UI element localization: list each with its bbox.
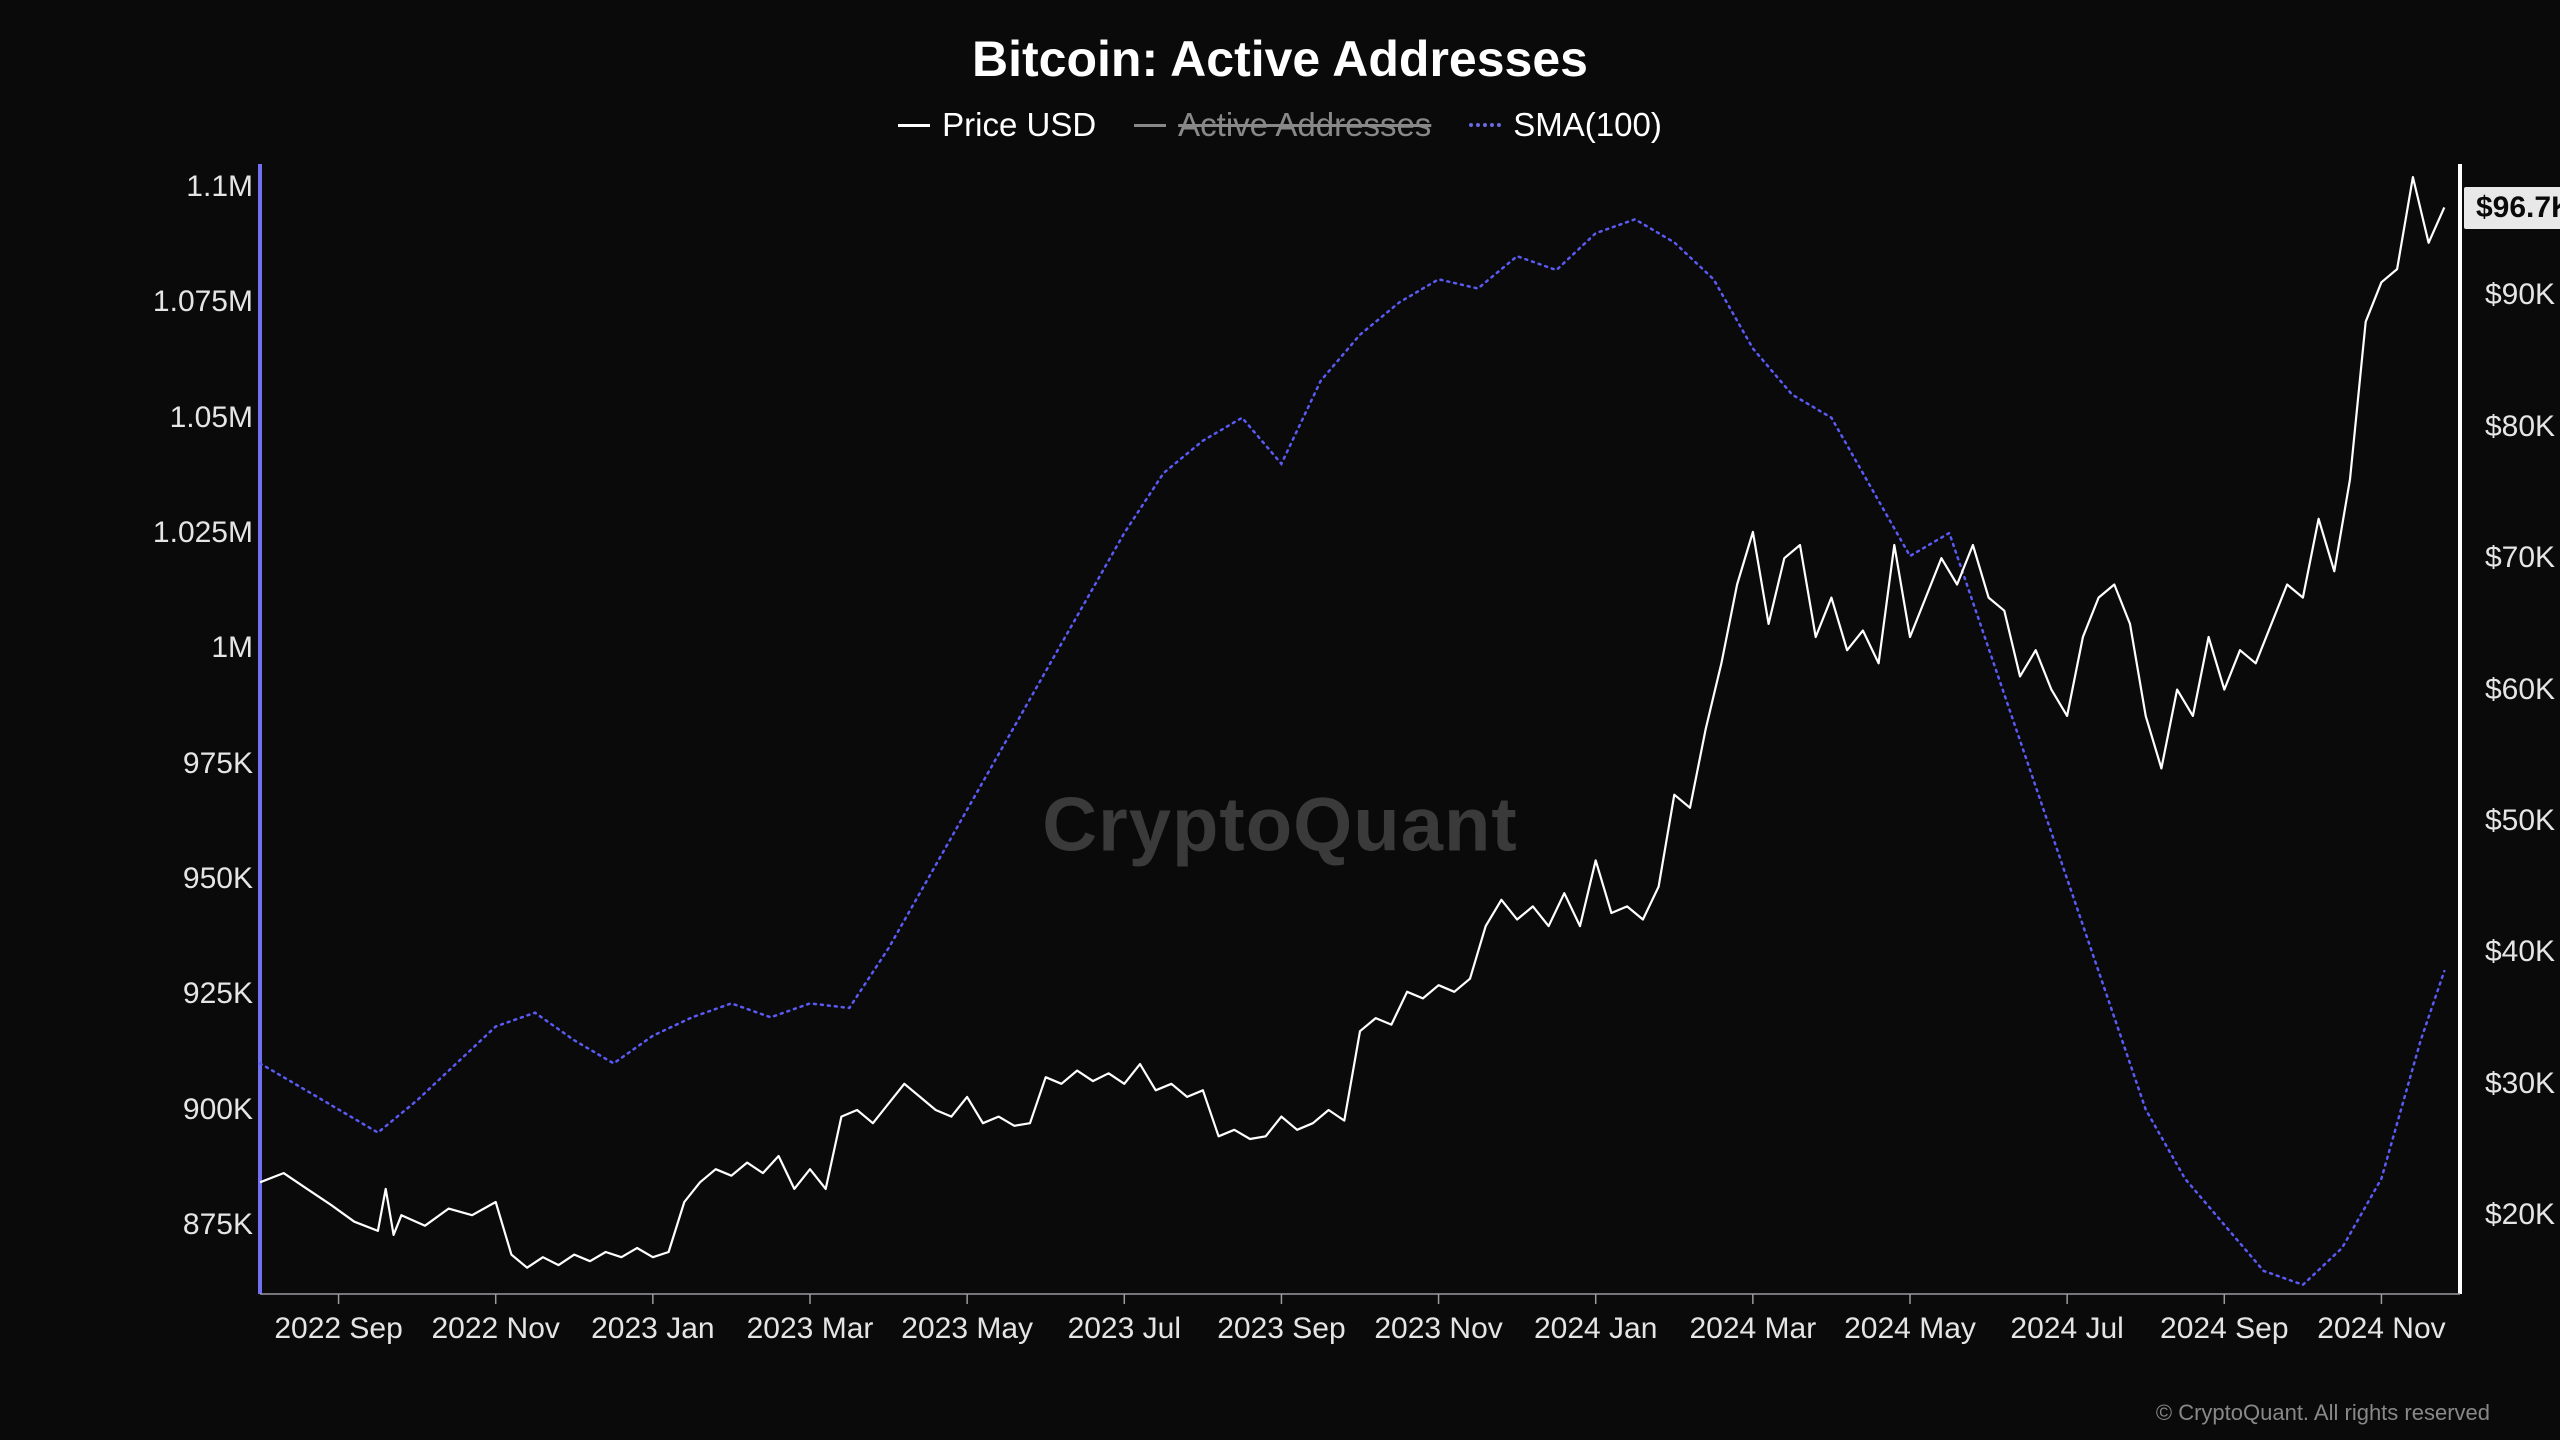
chart-title: Bitcoin: Active Addresses bbox=[0, 30, 2560, 88]
x-tick-label: 2024 Jan bbox=[1534, 1312, 1657, 1346]
y-axis-left-labels: 1.1M 1.075M 1.05M 1.025M 1M 975K 950K 925K 900K 8… bbox=[85, 164, 253, 1294]
plot-svg bbox=[260, 164, 2460, 1294]
legend-item-active[interactable]: Active Addresses bbox=[1134, 106, 1431, 144]
x-tick-label: 2023 Sep bbox=[1217, 1312, 1345, 1346]
y-axis-right-labels: $90K $80K $70K $60K $50K $40K $30K $20K bbox=[2485, 164, 2560, 1294]
x-tick-label: 2024 Nov bbox=[2317, 1312, 2445, 1346]
legend-label-sma: SMA(100) bbox=[1513, 106, 1662, 144]
x-tick-label: 2024 May bbox=[1844, 1312, 1976, 1346]
y-left-tick-label: 950K bbox=[183, 862, 253, 896]
chart-container: Bitcoin: Active Addresses Price USD Acti… bbox=[0, 0, 2560, 1440]
x-tick-label: 2023 Jan bbox=[591, 1312, 714, 1346]
legend-label-active: Active Addresses bbox=[1178, 106, 1431, 144]
legend-swatch-sma bbox=[1469, 123, 1501, 127]
y-left-tick-label: 900K bbox=[183, 1093, 253, 1127]
x-tick-label: 2022 Nov bbox=[431, 1312, 559, 1346]
y-right-tick-label: $80K bbox=[2485, 410, 2555, 444]
x-tick-label: 2023 Jul bbox=[1068, 1312, 1181, 1346]
x-axis-labels: 2022 Sep 2022 Nov 2023 Jan 2023 Mar 2023 May… bbox=[260, 1312, 2460, 1352]
y-right-tick-label: $70K bbox=[2485, 541, 2555, 575]
y-left-tick-label: 1.025M bbox=[153, 516, 253, 550]
y-left-tick-label: 1M bbox=[211, 631, 253, 665]
legend-item-sma[interactable]: SMA(100) bbox=[1469, 106, 1662, 144]
y-left-tick-label: 1.075M bbox=[153, 285, 253, 319]
x-tick-label: 2023 Nov bbox=[1374, 1312, 1502, 1346]
x-tick-label: 2023 May bbox=[901, 1312, 1033, 1346]
y-left-tick-label: 1.1M bbox=[186, 170, 253, 204]
copyright-text: © CryptoQuant. All rights reserved bbox=[2156, 1400, 2490, 1426]
y-left-tick-label: 875K bbox=[183, 1208, 253, 1242]
y-right-tick-label: $90K bbox=[2485, 278, 2555, 312]
x-tick-label: 2022 Sep bbox=[274, 1312, 402, 1346]
y-right-tick-label: $30K bbox=[2485, 1067, 2555, 1101]
y-left-tick-label: 1.05M bbox=[170, 401, 253, 435]
x-tick-label: 2024 Mar bbox=[1689, 1312, 1816, 1346]
y-left-tick-label: 925K bbox=[183, 977, 253, 1011]
x-tick-label: 2023 Mar bbox=[747, 1312, 874, 1346]
x-tick-label: 2024 Jul bbox=[2010, 1312, 2123, 1346]
y-right-tick-label: $20K bbox=[2485, 1198, 2555, 1232]
y-right-tick-label: $60K bbox=[2485, 673, 2555, 707]
y-right-tick-label: $50K bbox=[2485, 804, 2555, 838]
y-right-tick-label: $40K bbox=[2485, 935, 2555, 969]
plot-area: CryptoQuant 1.1M1.075M1.05M1.025M1M975K9… bbox=[85, 164, 2475, 1344]
current-price-tag: $96.7K bbox=[2464, 187, 2560, 229]
legend-item-price[interactable]: Price USD bbox=[898, 106, 1096, 144]
y-left-tick-label: 975K bbox=[183, 747, 253, 781]
x-tick-label: 2024 Sep bbox=[2160, 1312, 2288, 1346]
legend: Price USD Active Addresses SMA(100) bbox=[0, 106, 2560, 144]
legend-label-price: Price USD bbox=[942, 106, 1096, 144]
legend-swatch-price bbox=[898, 124, 930, 127]
legend-swatch-active bbox=[1134, 124, 1166, 127]
